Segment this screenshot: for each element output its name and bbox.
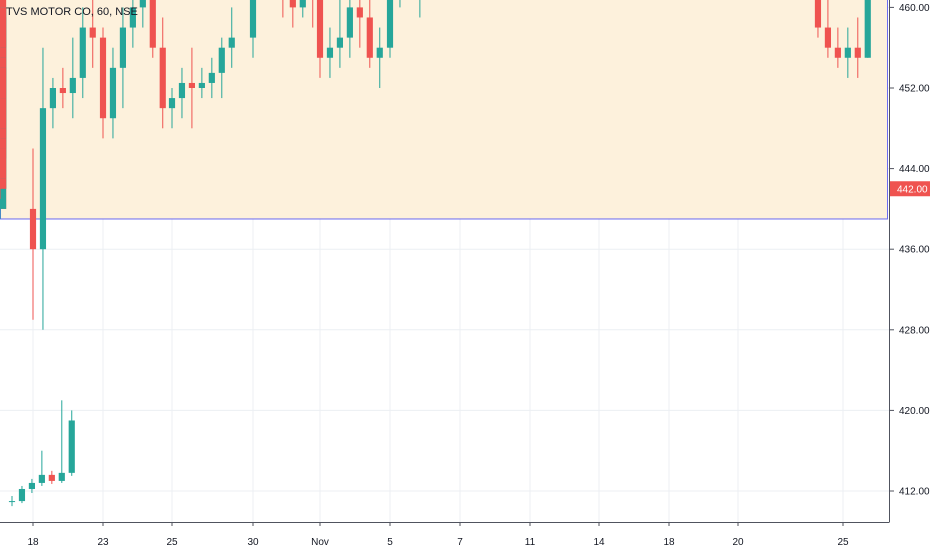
candle-body xyxy=(316,0,324,58)
candle-body xyxy=(28,482,36,489)
time-axis-labels[interactable]: 18 23 25 30 Nov 5 7 11 14 18 20 25 xyxy=(27,522,849,548)
candle-body xyxy=(159,47,166,109)
candle-body xyxy=(0,0,7,8)
candle-body xyxy=(58,472,65,481)
time-tick-label[interactable]: 25 xyxy=(166,537,178,548)
time-tick-label[interactable]: 11 xyxy=(525,537,536,548)
candle-body xyxy=(228,37,235,48)
candle-body xyxy=(59,88,66,94)
candle-body xyxy=(299,0,306,8)
candle-body xyxy=(79,27,86,78)
candle-body xyxy=(346,7,353,38)
candle-body xyxy=(0,158,7,179)
candle-body xyxy=(249,0,257,38)
candle-body xyxy=(0,178,7,189)
price-tick-label[interactable]: 436.00 xyxy=(899,245,930,256)
candle-body xyxy=(119,27,127,68)
candle-body xyxy=(208,72,215,83)
candle-body xyxy=(0,7,7,48)
last-price-badge xyxy=(890,181,930,197)
candle-body xyxy=(289,0,296,8)
time-tick-label[interactable]: Nov xyxy=(311,537,329,548)
candle-body xyxy=(0,138,7,149)
price-tick-label[interactable]: 452.00 xyxy=(899,84,930,95)
time-tick-label[interactable]: 23 xyxy=(97,537,109,548)
zone-rectangle[interactable] xyxy=(0,0,888,220)
candle-body xyxy=(188,82,196,88)
candle-body xyxy=(0,57,7,68)
last-price-label: 442.00 xyxy=(897,184,928,195)
candle-body xyxy=(0,67,7,99)
candle-body xyxy=(18,488,26,502)
candle-body xyxy=(336,37,344,48)
price-tick-label[interactable]: 412.00 xyxy=(899,487,930,498)
price-tick-label[interactable]: 428.00 xyxy=(899,325,930,336)
candle-body xyxy=(99,37,107,119)
candle-body xyxy=(0,128,7,139)
chart-axes xyxy=(0,0,890,523)
candle-body xyxy=(824,27,832,48)
candle-body xyxy=(48,474,55,481)
price-tick-label[interactable]: 420.00 xyxy=(899,406,930,417)
candle-body xyxy=(39,108,47,250)
candle-body xyxy=(149,0,156,48)
candle-body xyxy=(814,0,822,28)
candle-body xyxy=(864,0,871,58)
candle-body xyxy=(326,47,334,58)
time-tick-label[interactable]: 25 xyxy=(837,537,849,548)
candle-body xyxy=(129,7,136,28)
candle-body xyxy=(366,17,373,58)
time-tick-label[interactable]: 18 xyxy=(27,537,39,548)
time-tick-label[interactable]: 18 xyxy=(663,537,675,548)
candle-body xyxy=(0,188,7,209)
candle-body xyxy=(0,47,7,58)
candle-body xyxy=(89,27,96,38)
time-tick-label[interactable]: 20 xyxy=(732,537,744,548)
candle-body xyxy=(69,77,76,94)
candle-body xyxy=(356,7,363,18)
support-resistance-zone[interactable] xyxy=(0,0,888,220)
time-tick-label[interactable]: 30 xyxy=(247,537,259,548)
candle-body xyxy=(109,67,117,119)
time-tick-label[interactable]: 7 xyxy=(457,537,463,548)
candle-body xyxy=(0,98,7,129)
candle-body xyxy=(49,88,57,109)
chart-title: TVS MOTOR CO, 60, NSE xyxy=(6,6,138,18)
candle-body xyxy=(8,501,16,503)
candle-body xyxy=(38,474,45,483)
candle-body xyxy=(386,0,394,48)
price-tick-label[interactable]: 460.00 xyxy=(899,3,930,14)
candle-body xyxy=(854,47,861,58)
time-tick-label[interactable]: 14 xyxy=(593,537,605,548)
candle-body xyxy=(834,47,841,58)
price-axis-labels[interactable]: 508.00500.00492.00484.00476.00468.00460.… xyxy=(889,0,930,498)
candlestick-series xyxy=(0,0,871,507)
candle-body xyxy=(844,47,851,58)
candle-body xyxy=(139,0,146,8)
time-tick-label[interactable]: 5 xyxy=(387,537,393,548)
candle-body xyxy=(376,47,383,58)
last-price-tag: 442.00 xyxy=(890,181,930,197)
candle-body xyxy=(178,82,186,99)
price-tick-label[interactable]: 444.00 xyxy=(899,164,930,175)
candle-body xyxy=(29,208,37,250)
candle-body xyxy=(198,82,205,88)
candle-body xyxy=(218,47,225,73)
candle-body xyxy=(168,98,176,109)
candle-body xyxy=(68,420,75,473)
